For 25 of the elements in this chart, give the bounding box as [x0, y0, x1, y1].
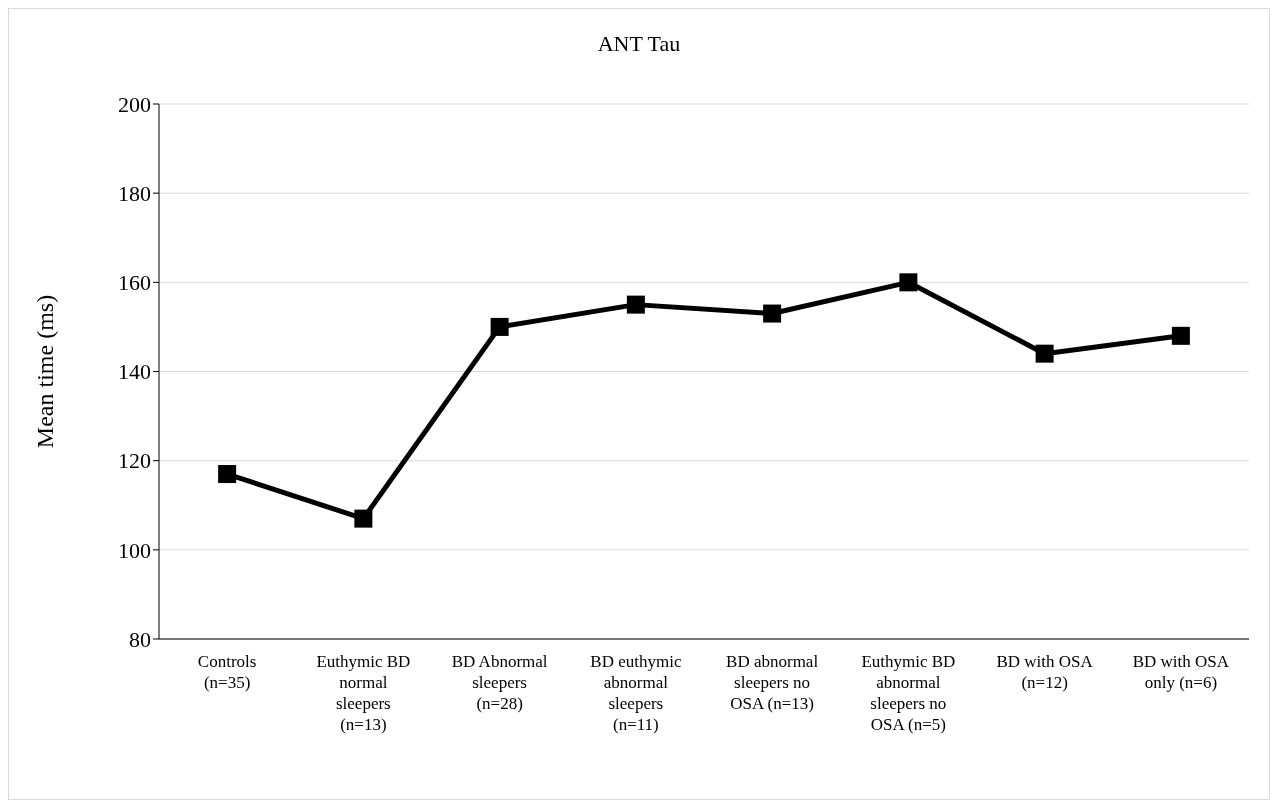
x-tick-label: BD Abnormal sleepers (n=28)	[451, 652, 548, 713]
y-tick-label: 180	[118, 180, 151, 206]
chart-title: ANT Tau	[596, 31, 682, 57]
point	[490, 317, 509, 336]
y-tick-label: 80	[129, 626, 151, 652]
x-tick-label: BD with OSA (n=12)	[996, 652, 1094, 692]
point	[763, 304, 782, 323]
x-tick-label: Controls (n=35)	[197, 652, 257, 692]
point	[1035, 344, 1054, 363]
y-tick-label: 140	[118, 359, 151, 385]
point	[899, 273, 918, 292]
x-tick-label: Euthymic BD abnormal sleepers no OSA (n=5)	[861, 652, 956, 734]
point	[218, 465, 237, 484]
x-tick-label: BD euthymic abnormal sleepers (n=11)	[590, 652, 682, 734]
x-tick-label: BD abnormal sleepers no OSA (n=13)	[726, 652, 819, 713]
y-tick-label: 100	[118, 537, 151, 563]
point	[354, 509, 373, 528]
point	[1171, 326, 1190, 345]
y-tick-label: 200	[118, 91, 151, 117]
y-axis-title: Mean time (ms)	[31, 294, 58, 449]
point	[626, 295, 645, 314]
y-tick-label: 160	[118, 270, 151, 296]
x-tick-label: Euthymic BD normal sleepers (n=13)	[316, 652, 411, 734]
x-tick-label: BD with OSA only (n=6)	[1132, 652, 1230, 692]
y-tick-label: 120	[118, 448, 151, 474]
